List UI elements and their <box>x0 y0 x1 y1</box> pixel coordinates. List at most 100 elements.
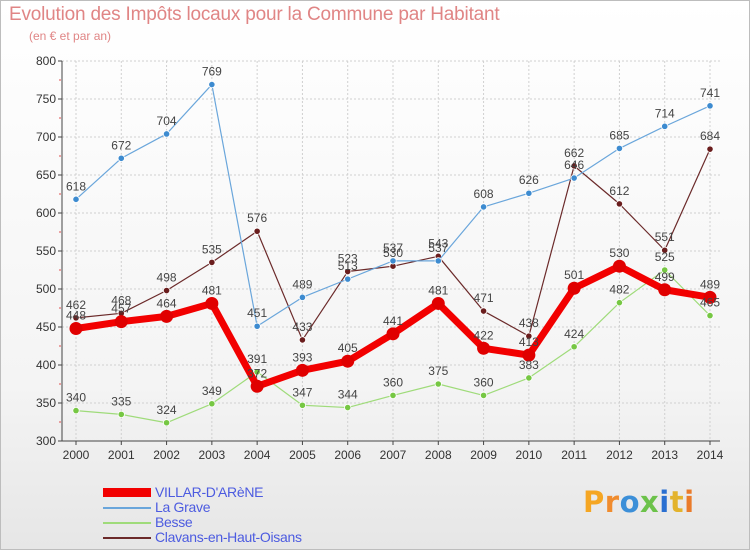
data-point-la-grave <box>344 275 352 283</box>
data-label-besse: 335 <box>111 394 131 408</box>
legend-label-besse: Besse <box>155 514 193 530</box>
x-tick-label: 2004 <box>244 448 271 462</box>
data-point-besse <box>661 266 669 274</box>
data-point-besse <box>570 343 578 351</box>
data-point-clavans-en-haut-oisans <box>344 267 352 276</box>
data-point-clavans-en-haut-oisans <box>162 286 171 295</box>
data-label-besse: 375 <box>428 364 448 378</box>
data-point-besse <box>479 391 488 399</box>
data-point-la-grave <box>298 293 307 301</box>
y-tick-label: 550 <box>36 244 56 258</box>
legend-label-villar: VILLAR-D'ARèNE <box>155 484 264 500</box>
data-point-clavans-en-haut-oisans <box>479 307 488 315</box>
data-point-clavans-en-haut-oisans <box>253 227 261 235</box>
x-tick-label: 2013 <box>651 448 678 462</box>
logo-letter: t <box>669 485 685 519</box>
y-tick-label: 650 <box>36 168 56 182</box>
data-label-besse: 349 <box>202 384 222 398</box>
data-point-la-grave <box>570 174 578 182</box>
data-label-clavans-en-haut-oisans: 543 <box>428 236 448 250</box>
data-label-villar-d-ar-ne: 372 <box>247 366 267 380</box>
data-label-besse: 340 <box>66 391 86 405</box>
data-point-villar-d-ar-ne <box>658 283 672 297</box>
data-label-la-grave: 685 <box>609 128 629 142</box>
data-point-villar-d-ar-ne <box>612 259 626 273</box>
legend-swatch-la-grave <box>103 507 151 509</box>
data-label-besse: 347 <box>292 385 312 399</box>
data-label-clavans-en-haut-oisans: 576 <box>247 211 267 225</box>
legend-swatch-villar <box>103 488 151 497</box>
x-tick-label: 2005 <box>289 448 316 462</box>
data-label-la-grave: 769 <box>202 65 222 79</box>
data-label-villar-d-ar-ne: 457 <box>111 302 131 316</box>
data-label-la-grave: 537 <box>428 241 448 255</box>
logo-letter: i <box>659 485 670 519</box>
data-point-villar-d-ar-ne <box>160 309 174 323</box>
data-label-la-grave: 714 <box>655 106 675 120</box>
x-tick-label: 2001 <box>108 448 135 462</box>
data-label-la-grave: 704 <box>157 114 177 128</box>
data-point-villar-d-ar-ne <box>477 341 491 355</box>
data-point-villar-d-ar-ne <box>69 322 83 336</box>
data-label-la-grave: 626 <box>519 173 539 187</box>
data-point-villar-d-ar-ne <box>205 296 219 310</box>
data-label-villar-d-ar-ne: 422 <box>474 328 494 342</box>
x-tick-label: 2009 <box>470 448 497 462</box>
legend-swatch-besse <box>103 522 151 524</box>
chart-subtitle: (en € et par an) <box>29 29 112 43</box>
logo-letter: r <box>604 485 620 519</box>
data-point-besse <box>706 311 714 320</box>
data-point-villar-d-ar-ne <box>250 379 264 393</box>
data-point-villar-d-ar-ne <box>341 354 355 368</box>
data-point-clavans-en-haut-oisans <box>298 336 307 344</box>
data-label-besse: 465 <box>700 296 720 310</box>
y-tick-label: 350 <box>36 396 56 410</box>
data-label-besse: 324 <box>157 403 177 417</box>
x-tick-label: 2003 <box>199 448 226 462</box>
data-point-la-grave <box>661 122 669 130</box>
data-point-clavans-en-haut-oisans <box>525 332 533 340</box>
logo-letter: o <box>619 485 641 519</box>
data-label-villar-d-ar-ne: 448 <box>66 309 86 323</box>
data-label-villar-d-ar-ne: 499 <box>655 270 675 284</box>
data-point-besse <box>389 391 397 399</box>
data-point-villar-d-ar-ne <box>703 290 717 304</box>
data-label-villar-d-ar-ne: 530 <box>609 246 629 260</box>
x-tick-label: 2011 <box>561 448 587 462</box>
data-point-la-grave <box>253 322 261 330</box>
data-label-la-grave: 618 <box>66 179 86 193</box>
data-point-la-grave <box>72 195 80 203</box>
data-label-clavans-en-haut-oisans: 471 <box>474 291 494 305</box>
y-tick-label: 750 <box>36 92 56 106</box>
data-point-besse <box>434 380 442 388</box>
y-tick-label: 400 <box>36 358 56 372</box>
data-point-la-grave <box>162 130 171 138</box>
x-tick-label: 2006 <box>334 448 361 462</box>
data-point-la-grave <box>479 203 488 211</box>
data-label-villar-d-ar-ne: 441 <box>383 314 403 328</box>
data-point-villar-d-ar-ne <box>522 348 536 362</box>
logo-letter: x <box>640 485 660 519</box>
legend-swatch-clavans <box>103 537 151 539</box>
data-label-villar-d-ar-ne: 393 <box>292 350 312 364</box>
data-label-besse: 383 <box>519 358 539 372</box>
legend-label-clavans: Clavans-en-Haut-Oisans <box>155 529 302 545</box>
x-tick-label: 2012 <box>606 448 633 462</box>
data-point-clavans-en-haut-oisans <box>72 314 80 322</box>
x-tick-label: 2002 <box>153 448 180 462</box>
data-point-villar-d-ar-ne <box>114 315 128 329</box>
data-point-besse <box>162 419 171 427</box>
data-label-clavans-en-haut-oisans: 535 <box>202 242 222 256</box>
data-label-clavans-en-haut-oisans: 438 <box>519 316 539 330</box>
y-tick-label: 700 <box>36 130 56 144</box>
data-point-besse <box>72 406 80 415</box>
data-point-besse <box>208 400 216 408</box>
logo-letter: P <box>583 485 605 519</box>
data-point-clavans-en-haut-oisans <box>208 258 216 266</box>
data-point-la-grave <box>389 257 397 265</box>
data-label-besse: 391 <box>247 352 267 366</box>
data-label-clavans-en-haut-oisans: 433 <box>292 320 312 334</box>
data-label-clavans-en-haut-oisans: 462 <box>66 298 86 312</box>
data-label-besse: 525 <box>655 250 675 264</box>
